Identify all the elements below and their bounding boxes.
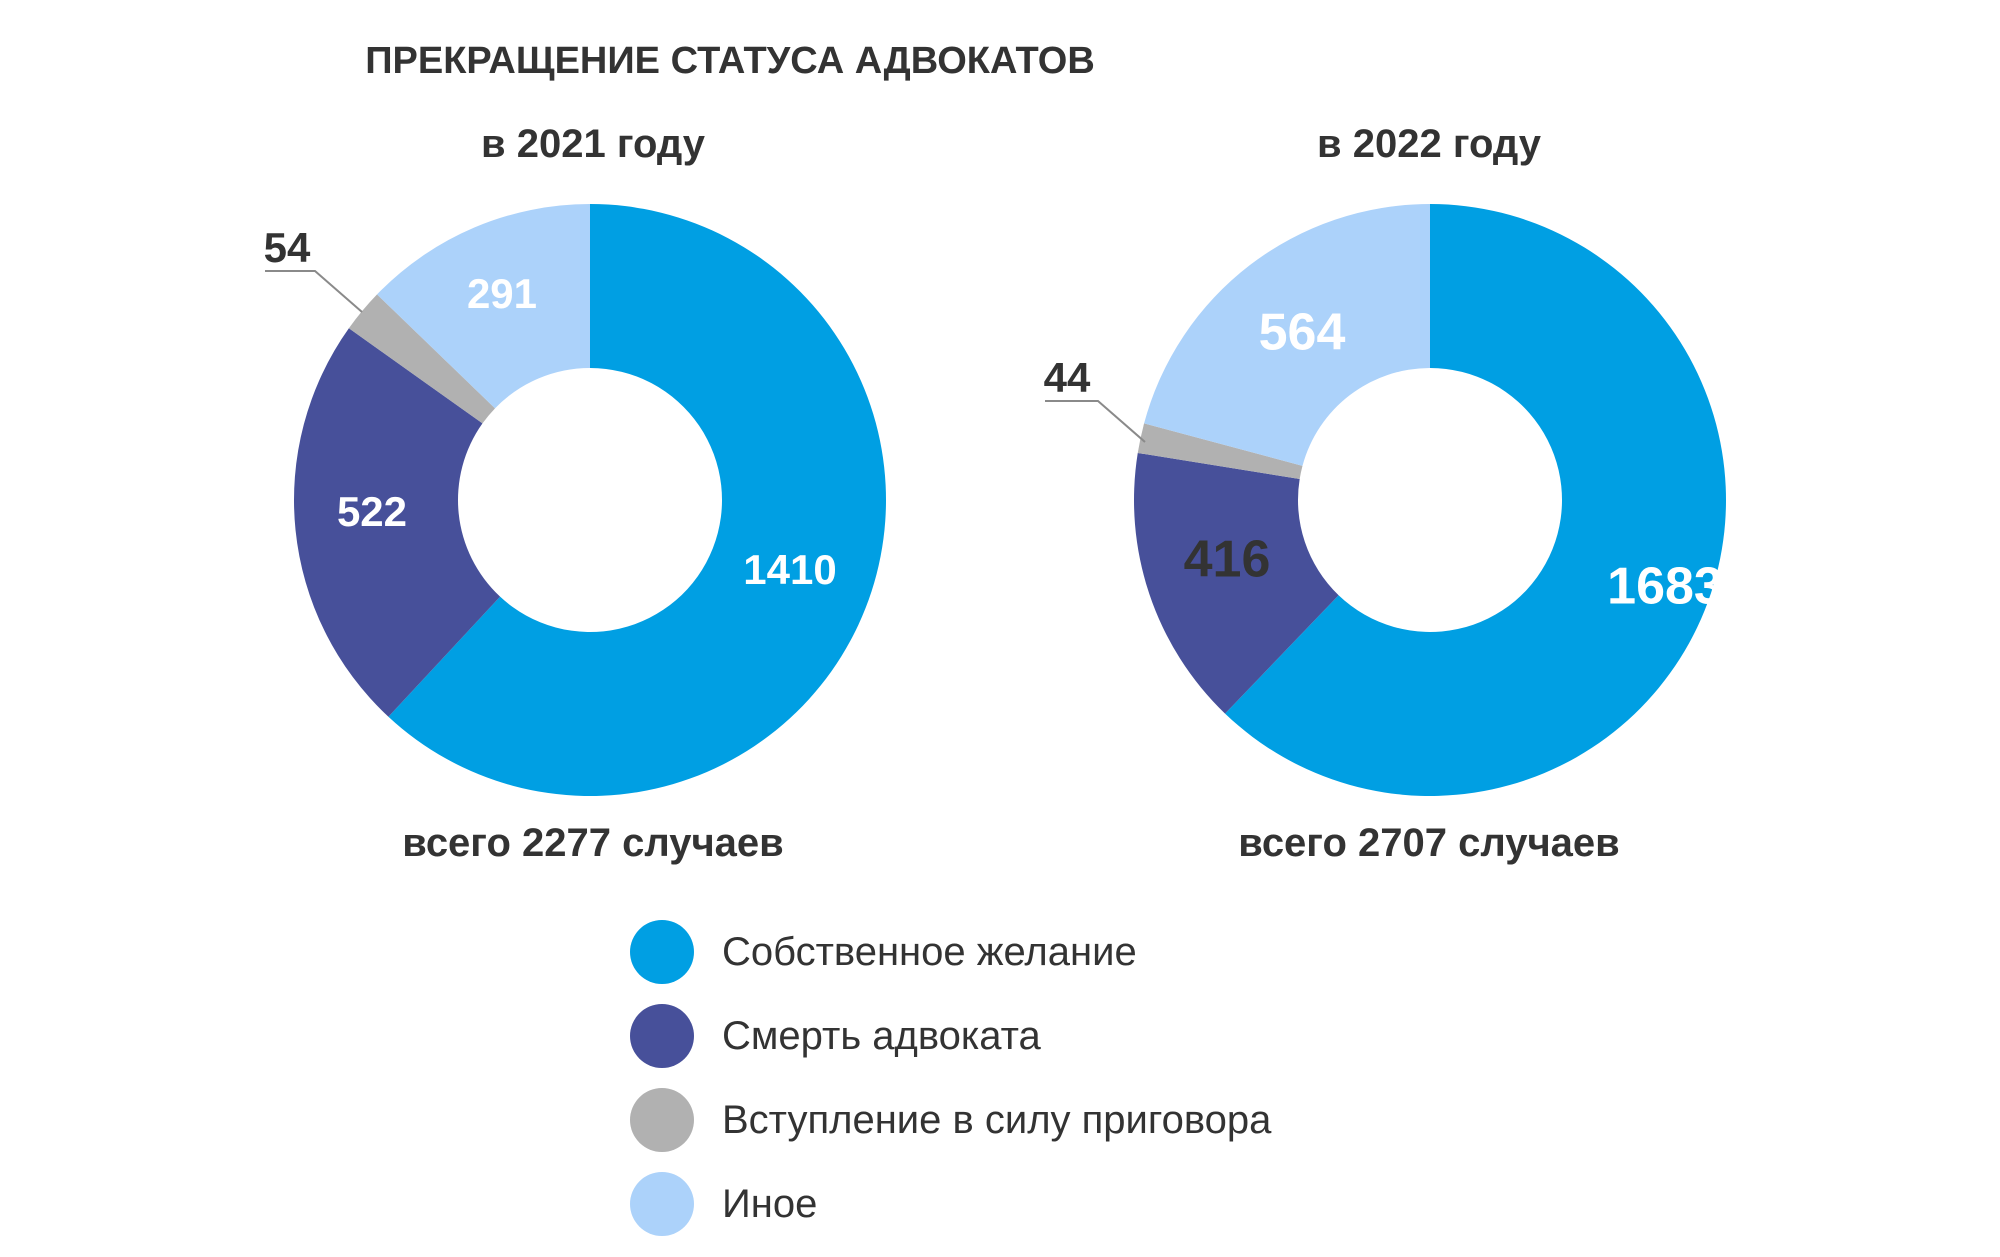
chart-title: ПРЕКРАЩЕНИЕ СТАТУСА АДВОКАТОВ — [365, 40, 1095, 82]
donut-slice-other — [377, 204, 590, 409]
total-label-2022: всего 2707 случаев — [1238, 821, 1620, 865]
legend-swatch-sentence — [630, 1088, 694, 1152]
legend-swatch-own-wish — [630, 920, 694, 984]
donut-slice-own-wish — [388, 204, 887, 796]
total-label-2021: всего 2277 случаев — [402, 821, 784, 865]
legend-item-sentence: Вступление в силу приговора — [630, 1078, 1271, 1162]
legend-item-other: Иное — [630, 1162, 1271, 1246]
legend: Собственное желание Смерть адвоката Всту… — [630, 910, 1271, 1246]
chart-subtitle-2021: в 2021 году — [481, 122, 705, 166]
donut-slice-death — [294, 328, 501, 717]
legend-label: Вступление в силу приговора — [722, 1097, 1272, 1142]
legend-swatch-death — [630, 1004, 694, 1068]
data-label-sentence: 44 — [1044, 354, 1091, 401]
chart-subtitle-2022: в 2022 году — [1317, 122, 1541, 166]
legend-item-own-wish: Собственное желание — [630, 910, 1271, 994]
donut-slice-own-wish — [1225, 204, 1726, 796]
legend-item-death: Смерть адвоката — [630, 994, 1271, 1078]
donut-slice-sentence — [348, 294, 496, 424]
legend-swatch-other — [630, 1172, 694, 1236]
legend-label: Собственное желание — [722, 929, 1137, 974]
data-label-own-wish: 1410 — [743, 546, 836, 593]
leader-line — [1045, 400, 1146, 443]
legend-label: Иное — [722, 1181, 818, 1226]
leader-line — [265, 270, 363, 313]
data-label-sentence: 54 — [264, 224, 311, 271]
data-label-death: 522 — [337, 488, 407, 535]
donut-slice-sentence — [1137, 423, 1303, 480]
donut-slice-death — [1134, 452, 1339, 714]
legend-label: Смерть адвоката — [722, 1013, 1041, 1058]
data-label-death: 416 — [1184, 531, 1271, 589]
data-label-own-wish: 1683 — [1607, 558, 1723, 616]
data-label-other: 291 — [467, 270, 537, 317]
donut-slice-other — [1144, 204, 1430, 466]
data-label-other: 564 — [1259, 304, 1346, 362]
